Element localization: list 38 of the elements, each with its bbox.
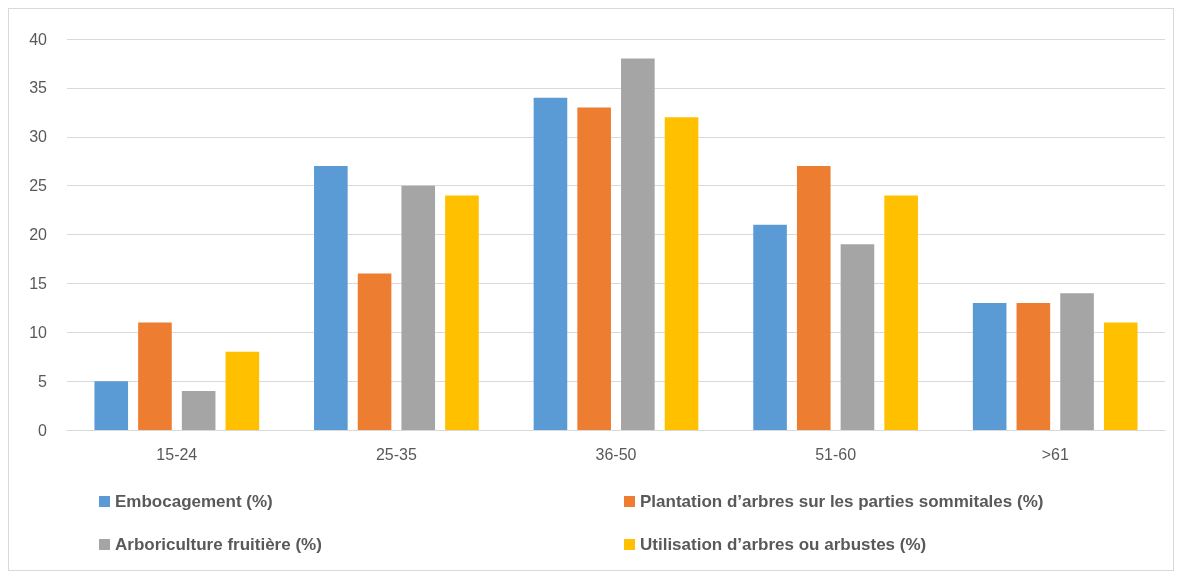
x-tick-label: 25-35 bbox=[375, 445, 417, 463]
bar bbox=[796, 166, 831, 430]
y-tick-label: 5 bbox=[38, 372, 48, 390]
x-tick-label: 36-50 bbox=[595, 445, 637, 463]
y-tick-label: 20 bbox=[29, 226, 48, 243]
bar bbox=[884, 195, 918, 430]
bar bbox=[577, 107, 611, 430]
bar bbox=[94, 381, 129, 430]
x-tick-label: 15-24 bbox=[156, 445, 198, 463]
bar bbox=[533, 97, 568, 430]
y-tick-label: 40 bbox=[29, 30, 48, 48]
bar bbox=[357, 273, 392, 430]
bar bbox=[972, 302, 1007, 430]
bar bbox=[664, 117, 699, 430]
bar bbox=[621, 58, 655, 430]
x-tick-label: >61 bbox=[1041, 445, 1069, 463]
y-tick-label: 30 bbox=[29, 128, 48, 146]
legend-label: Utilisation d’arbres ou arbustes (%) bbox=[640, 535, 927, 554]
bar bbox=[1060, 293, 1094, 430]
bar bbox=[181, 390, 216, 430]
x-tick-label: 51-60 bbox=[815, 445, 857, 463]
y-tick-label: 15 bbox=[29, 274, 48, 292]
bar bbox=[753, 224, 787, 430]
legend-label: Plantation d’arbres sur les parties sommitales (%) bbox=[640, 492, 1044, 511]
bar bbox=[138, 322, 172, 430]
bar bbox=[225, 351, 260, 430]
bar bbox=[840, 244, 875, 430]
y-tick-label: 35 bbox=[29, 79, 48, 97]
bar bbox=[445, 195, 479, 430]
bar bbox=[401, 185, 436, 430]
legend-label: Embocagement (%) bbox=[115, 492, 273, 511]
legend-label: Arboriculture fruitière (%) bbox=[115, 535, 322, 554]
bar bbox=[314, 166, 348, 430]
bar bbox=[1016, 302, 1051, 430]
y-tick-label: 0 bbox=[38, 421, 48, 439]
y-tick-label: 25 bbox=[29, 177, 48, 195]
y-tick-label: 10 bbox=[29, 323, 48, 341]
bar bbox=[1103, 322, 1138, 430]
